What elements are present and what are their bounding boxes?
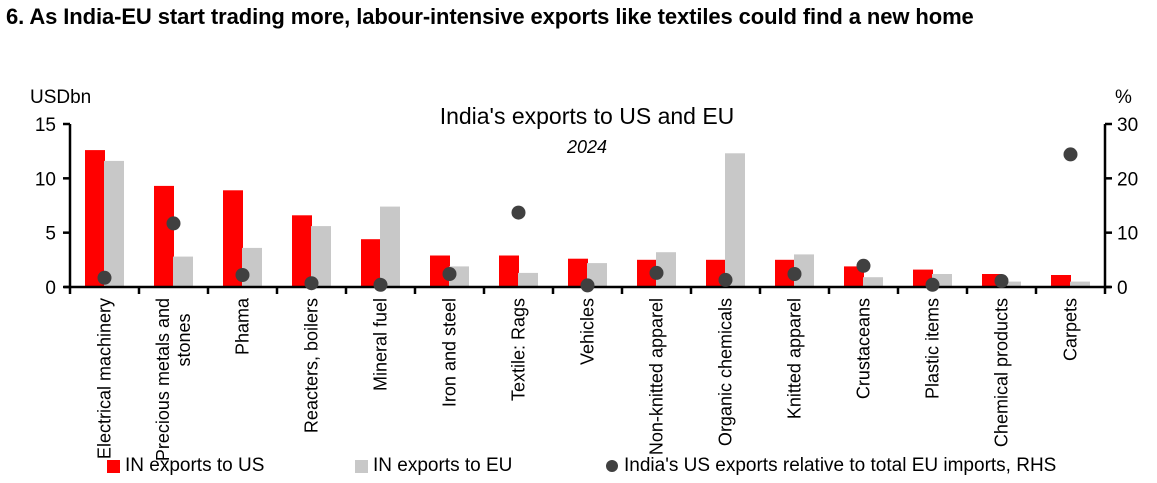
- y-right-tick-label: 20: [1117, 169, 1138, 190]
- ratio-dot: [373, 277, 388, 292]
- x-category-label: Chemical products: [992, 298, 1012, 447]
- x-category-label: Phama: [233, 297, 253, 355]
- x-category-label: Organic chemicals: [716, 298, 736, 446]
- bar-eu-exports: [380, 206, 400, 287]
- bar-eu-exports: [863, 277, 883, 287]
- bar-eu-exports: [1001, 281, 1021, 287]
- y-left-tick-label: 15: [35, 115, 56, 136]
- y-left-tick-label: 0: [45, 278, 56, 299]
- bar-us-exports: [154, 185, 174, 287]
- bar-eu-exports: [104, 160, 124, 287]
- x-category-label: Crustaceans: [854, 298, 874, 399]
- x-category-label: Knitted apparel: [785, 298, 805, 419]
- chart-subtitle: 2024: [566, 137, 607, 157]
- y-axis-right-label: %: [1115, 87, 1132, 108]
- x-category-label: Iron and steel: [440, 298, 460, 407]
- legend-item-us: IN exports to US: [107, 455, 264, 477]
- ratio-dot: [166, 216, 181, 231]
- bar-eu-exports: [656, 252, 676, 287]
- ratio-dot: [511, 205, 526, 220]
- ratio-dot: [580, 278, 595, 293]
- bar-us-exports: [361, 239, 381, 287]
- x-category-label: Plastic items: [923, 298, 943, 399]
- y-right-tick-label: 0: [1117, 278, 1128, 299]
- ratio-dot: [856, 258, 871, 273]
- legend-label: India's US exports relative to total EU …: [624, 455, 1057, 476]
- ratio-dot: [1063, 147, 1078, 162]
- plot-area: 0 5 10 15 0 10 20 30 Electrical machinery Preciou…: [35, 115, 1138, 461]
- bar-us-exports: [1051, 275, 1071, 287]
- x-category-label: Electrical machinery: [95, 298, 115, 459]
- y-right-tick-label: 30: [1117, 115, 1138, 136]
- legend-item-eu: IN exports to EU: [355, 455, 512, 477]
- legend-swatch-gray: [355, 459, 368, 473]
- x-category-label: Textile: Rags: [509, 298, 529, 401]
- bar-us-exports: [568, 258, 588, 287]
- x-category-label: Non-knitted apparel: [647, 298, 667, 455]
- x-category-label: Vehicles: [578, 298, 598, 365]
- ratio-dot: [787, 267, 802, 281]
- bar-us-exports: [499, 255, 519, 287]
- bar-us-exports: [844, 266, 864, 287]
- ratio-dot: [442, 267, 457, 281]
- y-right-tick-label: 10: [1117, 224, 1138, 245]
- bar-us-exports: [292, 215, 312, 287]
- x-category-label: Reacters, boilers: [302, 298, 322, 433]
- x-category-label: Precious metals and: [153, 298, 173, 461]
- legend-swatch-dot: [606, 460, 618, 472]
- bar-eu-exports: [518, 272, 538, 287]
- ratio-dot: [718, 272, 733, 287]
- figure-heading: 6. As India-EU start trading more, labou…: [6, 4, 974, 29]
- ratio-dot: [925, 277, 940, 292]
- bar-us-exports: [85, 150, 105, 287]
- bar-eu-exports: [725, 153, 745, 287]
- legend-label: IN exports to US: [125, 455, 265, 476]
- bar-us-exports: [223, 190, 243, 287]
- x-category-label: stones: [174, 313, 194, 366]
- ratio-dot: [304, 276, 319, 291]
- x-category-label: Mineral fuel: [371, 298, 391, 391]
- bar-eu-exports: [173, 256, 193, 287]
- y-left-tick-label: 5: [45, 224, 56, 245]
- chart-title: India's exports to US and EU: [440, 103, 735, 129]
- legend-swatch-red: [107, 459, 120, 473]
- legend-item-ratio: India's US exports relative to total EU …: [606, 455, 1056, 477]
- legend-label: IN exports to EU: [373, 455, 513, 476]
- ratio-dot: [994, 274, 1009, 288]
- x-category-label: Carpets: [1061, 298, 1081, 361]
- bar-eu-exports: [311, 226, 331, 287]
- ratio-dot: [97, 270, 112, 285]
- y-axis-left-label: USDbn: [30, 87, 91, 108]
- ratio-dot: [649, 265, 664, 280]
- bar-us-exports: [775, 259, 795, 287]
- bar-us-exports: [637, 259, 657, 287]
- y-left-tick-label: 10: [35, 169, 56, 190]
- bar-eu-exports: [1070, 281, 1090, 287]
- ratio-dot: [235, 268, 250, 282]
